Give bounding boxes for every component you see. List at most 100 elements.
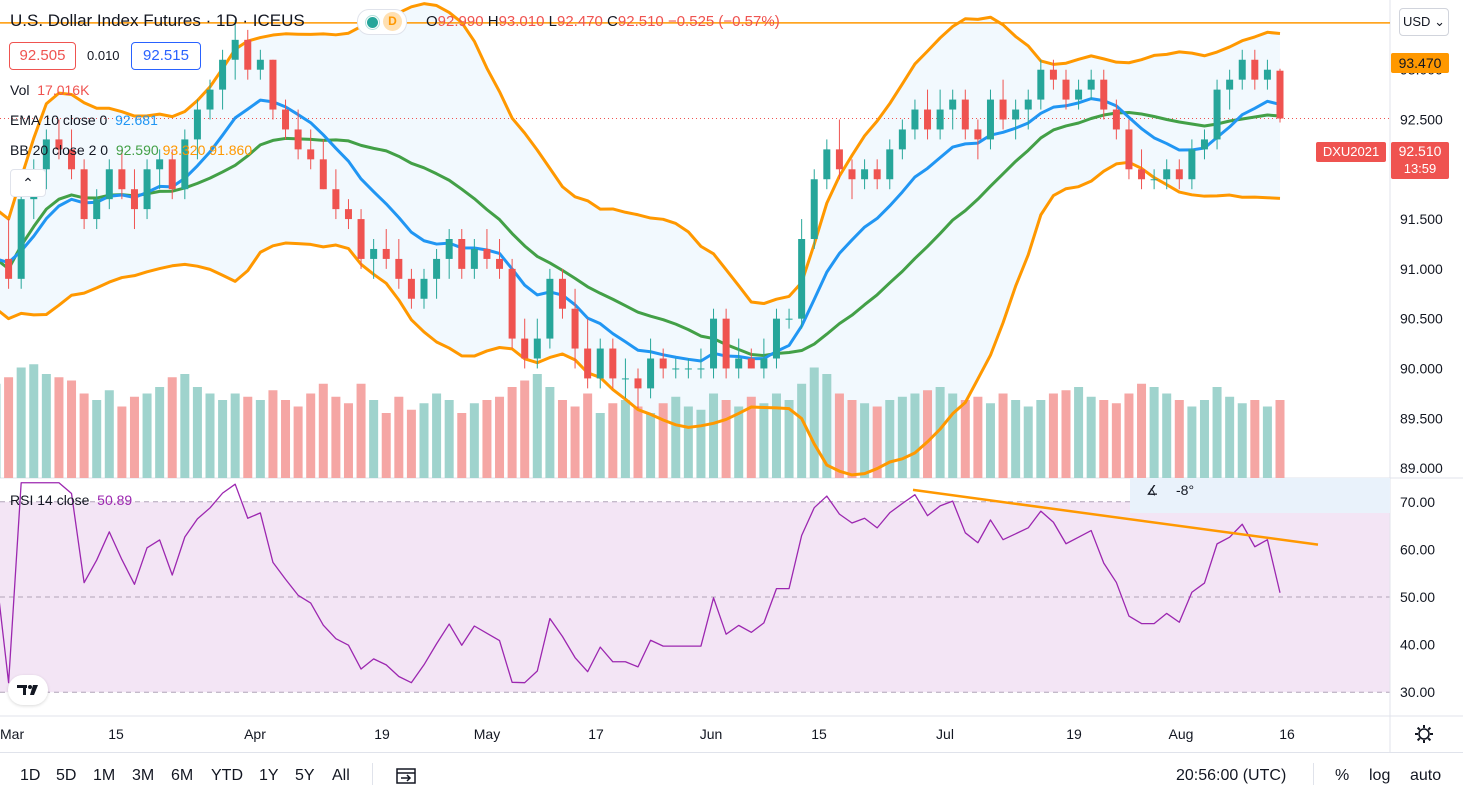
- candle-body: [596, 348, 604, 379]
- market-open-icon: [366, 16, 379, 29]
- volume-bar: [444, 400, 454, 478]
- volume-bar: [633, 406, 643, 478]
- volume-bar: [746, 396, 756, 478]
- volume-bar: [1086, 396, 1096, 478]
- ema-value: 92.681: [115, 112, 158, 128]
- range-1m[interactable]: 1M: [93, 767, 116, 784]
- log-toggle[interactable]: log: [1369, 767, 1391, 784]
- candle-body: [483, 248, 491, 259]
- ema-legend[interactable]: EMA 10 close 0 92.681: [10, 112, 158, 128]
- volume-bar: [218, 400, 228, 478]
- volume-bar: [1036, 400, 1046, 478]
- candle-body: [634, 378, 642, 389]
- rsi-legend[interactable]: RSI 14 close 50.89: [10, 492, 133, 508]
- candle-body: [1125, 129, 1133, 170]
- volume-bar: [683, 406, 693, 478]
- tradingview-logo[interactable]: [8, 675, 48, 705]
- collapse-legend-button[interactable]: ⌃: [10, 169, 46, 197]
- candle-body: [873, 169, 881, 180]
- range-6m[interactable]: 6M: [171, 767, 194, 784]
- volume-bar: [4, 377, 14, 478]
- open-value: 92.990: [437, 13, 484, 30]
- candle-body: [848, 169, 856, 180]
- candle-body: [382, 248, 390, 259]
- volume-bar: [771, 393, 781, 478]
- time-tick: Jun: [700, 726, 723, 742]
- candle-body: [1062, 79, 1070, 100]
- price-tick: 89.500: [1400, 410, 1443, 426]
- low-value: 92.470: [556, 13, 603, 30]
- volume-bar: [205, 393, 215, 478]
- candle-body: [1037, 69, 1045, 100]
- candle-body: [344, 209, 352, 220]
- chevron-up-icon: ⌃: [22, 175, 34, 191]
- candle-body: [911, 109, 919, 130]
- candle-body: [621, 378, 629, 380]
- range-1d[interactable]: 1D: [20, 767, 41, 784]
- volume-bar: [583, 393, 593, 478]
- candle-body: [42, 139, 50, 170]
- countdown: 13:59: [1403, 161, 1437, 176]
- bb-legend[interactable]: BB 20 close 2 0 92.590 93.320 91.860: [10, 142, 253, 158]
- time-tick: 19: [374, 726, 390, 742]
- range-ytd[interactable]: YTD: [211, 767, 243, 784]
- volume-bar: [1250, 400, 1260, 478]
- range-all[interactable]: All: [332, 767, 350, 784]
- candle-body: [835, 149, 843, 170]
- volume-bar: [520, 380, 530, 478]
- volume-bar: [230, 393, 240, 478]
- volume-bar: [834, 393, 844, 478]
- range-3m[interactable]: 3M: [132, 767, 155, 784]
- volume-bar: [29, 364, 39, 478]
- volume-bar: [998, 393, 1008, 478]
- volume-bar: [419, 403, 429, 478]
- volume-bar: [432, 393, 442, 478]
- gear-icon[interactable]: [1415, 725, 1433, 743]
- candle-body: [1049, 69, 1057, 80]
- volume-bar: [784, 400, 794, 478]
- bid-button[interactable]: 92.505: [9, 42, 76, 70]
- rsi-tick: 40.00: [1400, 637, 1435, 653]
- volume-bar: [759, 403, 769, 478]
- chart-canvas[interactable]: 93.00092.50092.00091.50091.00090.50090.0…: [0, 0, 1463, 752]
- range-1y[interactable]: 1Y: [259, 767, 279, 784]
- divider: [372, 763, 373, 785]
- volume-legend[interactable]: Vol 17.016K: [10, 82, 90, 98]
- candle-body: [949, 99, 957, 110]
- candle-body: [256, 59, 264, 70]
- percent-toggle[interactable]: %: [1335, 767, 1350, 784]
- volume-bar: [923, 390, 933, 478]
- bb-basis-line: [0, 111, 1281, 358]
- currency-select[interactable]: USD ⌄: [1399, 8, 1449, 36]
- date-range-icon[interactable]: [395, 765, 417, 785]
- volume-value: 17.016K: [37, 82, 90, 98]
- market-status[interactable]: D: [357, 9, 407, 35]
- candle-body: [1175, 169, 1183, 180]
- time-tick: Mar: [0, 726, 24, 742]
- auto-toggle[interactable]: auto: [1410, 767, 1442, 784]
- volume-bar: [457, 413, 467, 478]
- candle-body: [672, 368, 680, 370]
- candle-body: [521, 338, 529, 359]
- volume-bar: [872, 406, 882, 478]
- volume-bar: [595, 413, 605, 478]
- volume-bar: [1262, 406, 1272, 478]
- rsi-trendline: [912, 488, 1319, 546]
- volume-bar: [507, 387, 517, 478]
- candle-body: [181, 139, 189, 190]
- utc-clock[interactable]: 20:56:00 (UTC): [1176, 767, 1287, 784]
- candle-body: [747, 358, 755, 369]
- symbol-title[interactable]: U.S. Dollar Index Futures · 1D · ICEUS: [10, 11, 305, 30]
- ask-button[interactable]: 92.515: [131, 42, 201, 70]
- volume-bar: [973, 396, 983, 478]
- candle-body: [496, 258, 504, 269]
- range-5d[interactable]: 5D: [56, 767, 77, 784]
- volume-bar: [369, 400, 379, 478]
- range-5y[interactable]: 5Y: [295, 767, 315, 784]
- volume-bar: [243, 396, 253, 478]
- volume-bar: [822, 374, 832, 478]
- candle-body: [1024, 99, 1032, 110]
- volume-bar: [1011, 400, 1021, 478]
- volume-bar: [356, 383, 366, 478]
- logo-icon: [17, 685, 38, 695]
